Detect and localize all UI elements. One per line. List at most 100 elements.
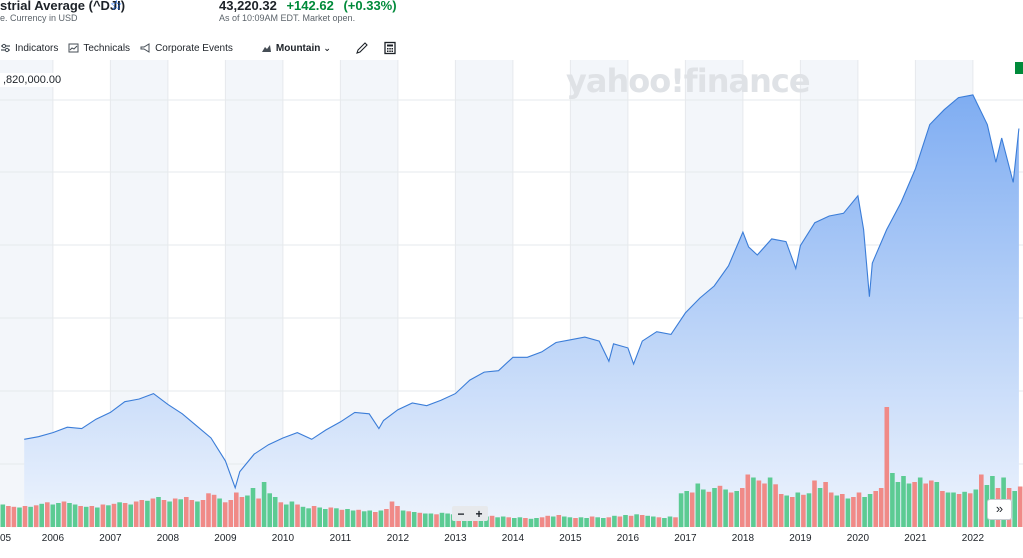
volume-bar (578, 517, 584, 528)
price-line (24, 94, 1020, 490)
volume-bar (1017, 486, 1023, 527)
volume-bar (345, 509, 350, 527)
pencil-icon[interactable] (355, 41, 369, 55)
volume-bar (311, 506, 317, 527)
volume-bar (756, 480, 762, 527)
megaphone-icon (140, 43, 150, 53)
volume-bar (278, 502, 284, 528)
volume-bar (89, 506, 95, 527)
volume-bar (817, 488, 823, 527)
volume-bar (272, 497, 278, 527)
volume-bar (389, 501, 395, 527)
scroll-to-latest-button[interactable]: » (987, 499, 1012, 520)
volume-bar (562, 516, 567, 527)
technicals-button[interactable]: Technicals (68, 43, 130, 54)
volume-bar (917, 477, 923, 527)
volume-bar (406, 511, 411, 528)
zoom-in-button[interactable]: + (475, 506, 483, 521)
volume-bar (206, 493, 211, 528)
volume-bar (439, 512, 445, 528)
volume-bar (256, 498, 261, 527)
quote-price: 43,220.32 (219, 0, 277, 13)
volume-bar (762, 483, 767, 527)
quote-subtitle: e. Currency in USD (0, 13, 78, 23)
volume-bar (723, 489, 728, 527)
volume-bar (378, 510, 384, 527)
volume-bar (373, 512, 378, 527)
volume-bar (695, 483, 701, 527)
volume-bar (133, 501, 139, 527)
zoom-control: − + (452, 506, 488, 521)
volume-bar (1012, 491, 1017, 527)
volume-bar (567, 517, 573, 528)
volume-bar (528, 518, 534, 528)
volume-bar (45, 502, 50, 528)
volume-bar (156, 497, 161, 527)
watchlist-star-icon[interactable]: ☆ (110, 0, 123, 13)
volume-bar (350, 510, 356, 527)
x-tick-label: 2020 (847, 533, 870, 544)
volume-bar (651, 516, 656, 527)
corporate-events-button[interactable]: Corporate Events (140, 43, 233, 54)
volume-bar (417, 512, 423, 528)
volume-bar (22, 506, 28, 527)
price-chart[interactable]: 05 2006 2007 2008 2009 2010 2011 2012 2013 2014 20… (0, 60, 1023, 558)
volume-bar (828, 492, 834, 527)
volume-bar (506, 517, 511, 528)
volume-bar (773, 484, 778, 527)
volume-bar (356, 509, 361, 528)
volume-bar (317, 507, 322, 527)
volume-bar (884, 407, 890, 527)
volume-bar (967, 493, 973, 528)
volume-bar (823, 482, 828, 527)
x-tick-label: 2016 (617, 533, 640, 544)
chart-type-dropdown[interactable]: Mountain ⌄ (261, 43, 331, 54)
volume-bar (150, 498, 156, 527)
volume-bar (523, 518, 528, 527)
volume-bar (50, 504, 56, 527)
volume-bar (740, 488, 745, 527)
zoom-out-button[interactable]: − (457, 506, 465, 521)
volume-bar (228, 500, 234, 527)
volume-bar (940, 491, 945, 527)
volume-bar (33, 505, 39, 528)
volume-bar (400, 510, 406, 527)
volume-bar (106, 505, 111, 528)
last-price-badge (1015, 62, 1023, 74)
volume-bar (72, 504, 78, 527)
corporate-events-label: Corporate Events (155, 42, 233, 54)
volume-bar (689, 492, 695, 527)
volume-bar (0, 504, 6, 527)
indicators-button[interactable]: Indicators (0, 43, 58, 54)
volume-bar (601, 518, 606, 527)
volume-bar (595, 517, 600, 528)
mountain-icon (261, 45, 271, 52)
volume-bar (111, 503, 117, 528)
x-tick-label: 2019 (789, 533, 812, 544)
volume-bar (539, 517, 545, 528)
volume-bar (267, 493, 272, 528)
volume-bar (28, 506, 33, 528)
volume-bar (678, 493, 684, 528)
x-tick-label: 2006 (42, 533, 65, 544)
volume-bar (323, 509, 328, 527)
x-tick-label: 2008 (157, 533, 180, 544)
volume-bar (856, 492, 862, 527)
volume-bar (667, 516, 673, 527)
volume-bar (801, 494, 806, 528)
volume-bar (178, 499, 183, 528)
volume-bar (289, 501, 295, 527)
volume-bar (639, 515, 645, 527)
volume-bar (117, 502, 122, 528)
volume-bar (56, 503, 61, 527)
x-tick-label: 2021 (904, 533, 927, 544)
technicals-label: Technicals (83, 42, 131, 54)
volume-bar (873, 491, 878, 527)
calculator-icon[interactable] (383, 41, 397, 55)
volume-bar (573, 518, 578, 527)
volume-bar (200, 500, 206, 527)
chart-type-label: Mountain (275, 42, 321, 54)
indicators-label: Indicators (15, 42, 59, 54)
volume-bar (706, 491, 712, 528)
